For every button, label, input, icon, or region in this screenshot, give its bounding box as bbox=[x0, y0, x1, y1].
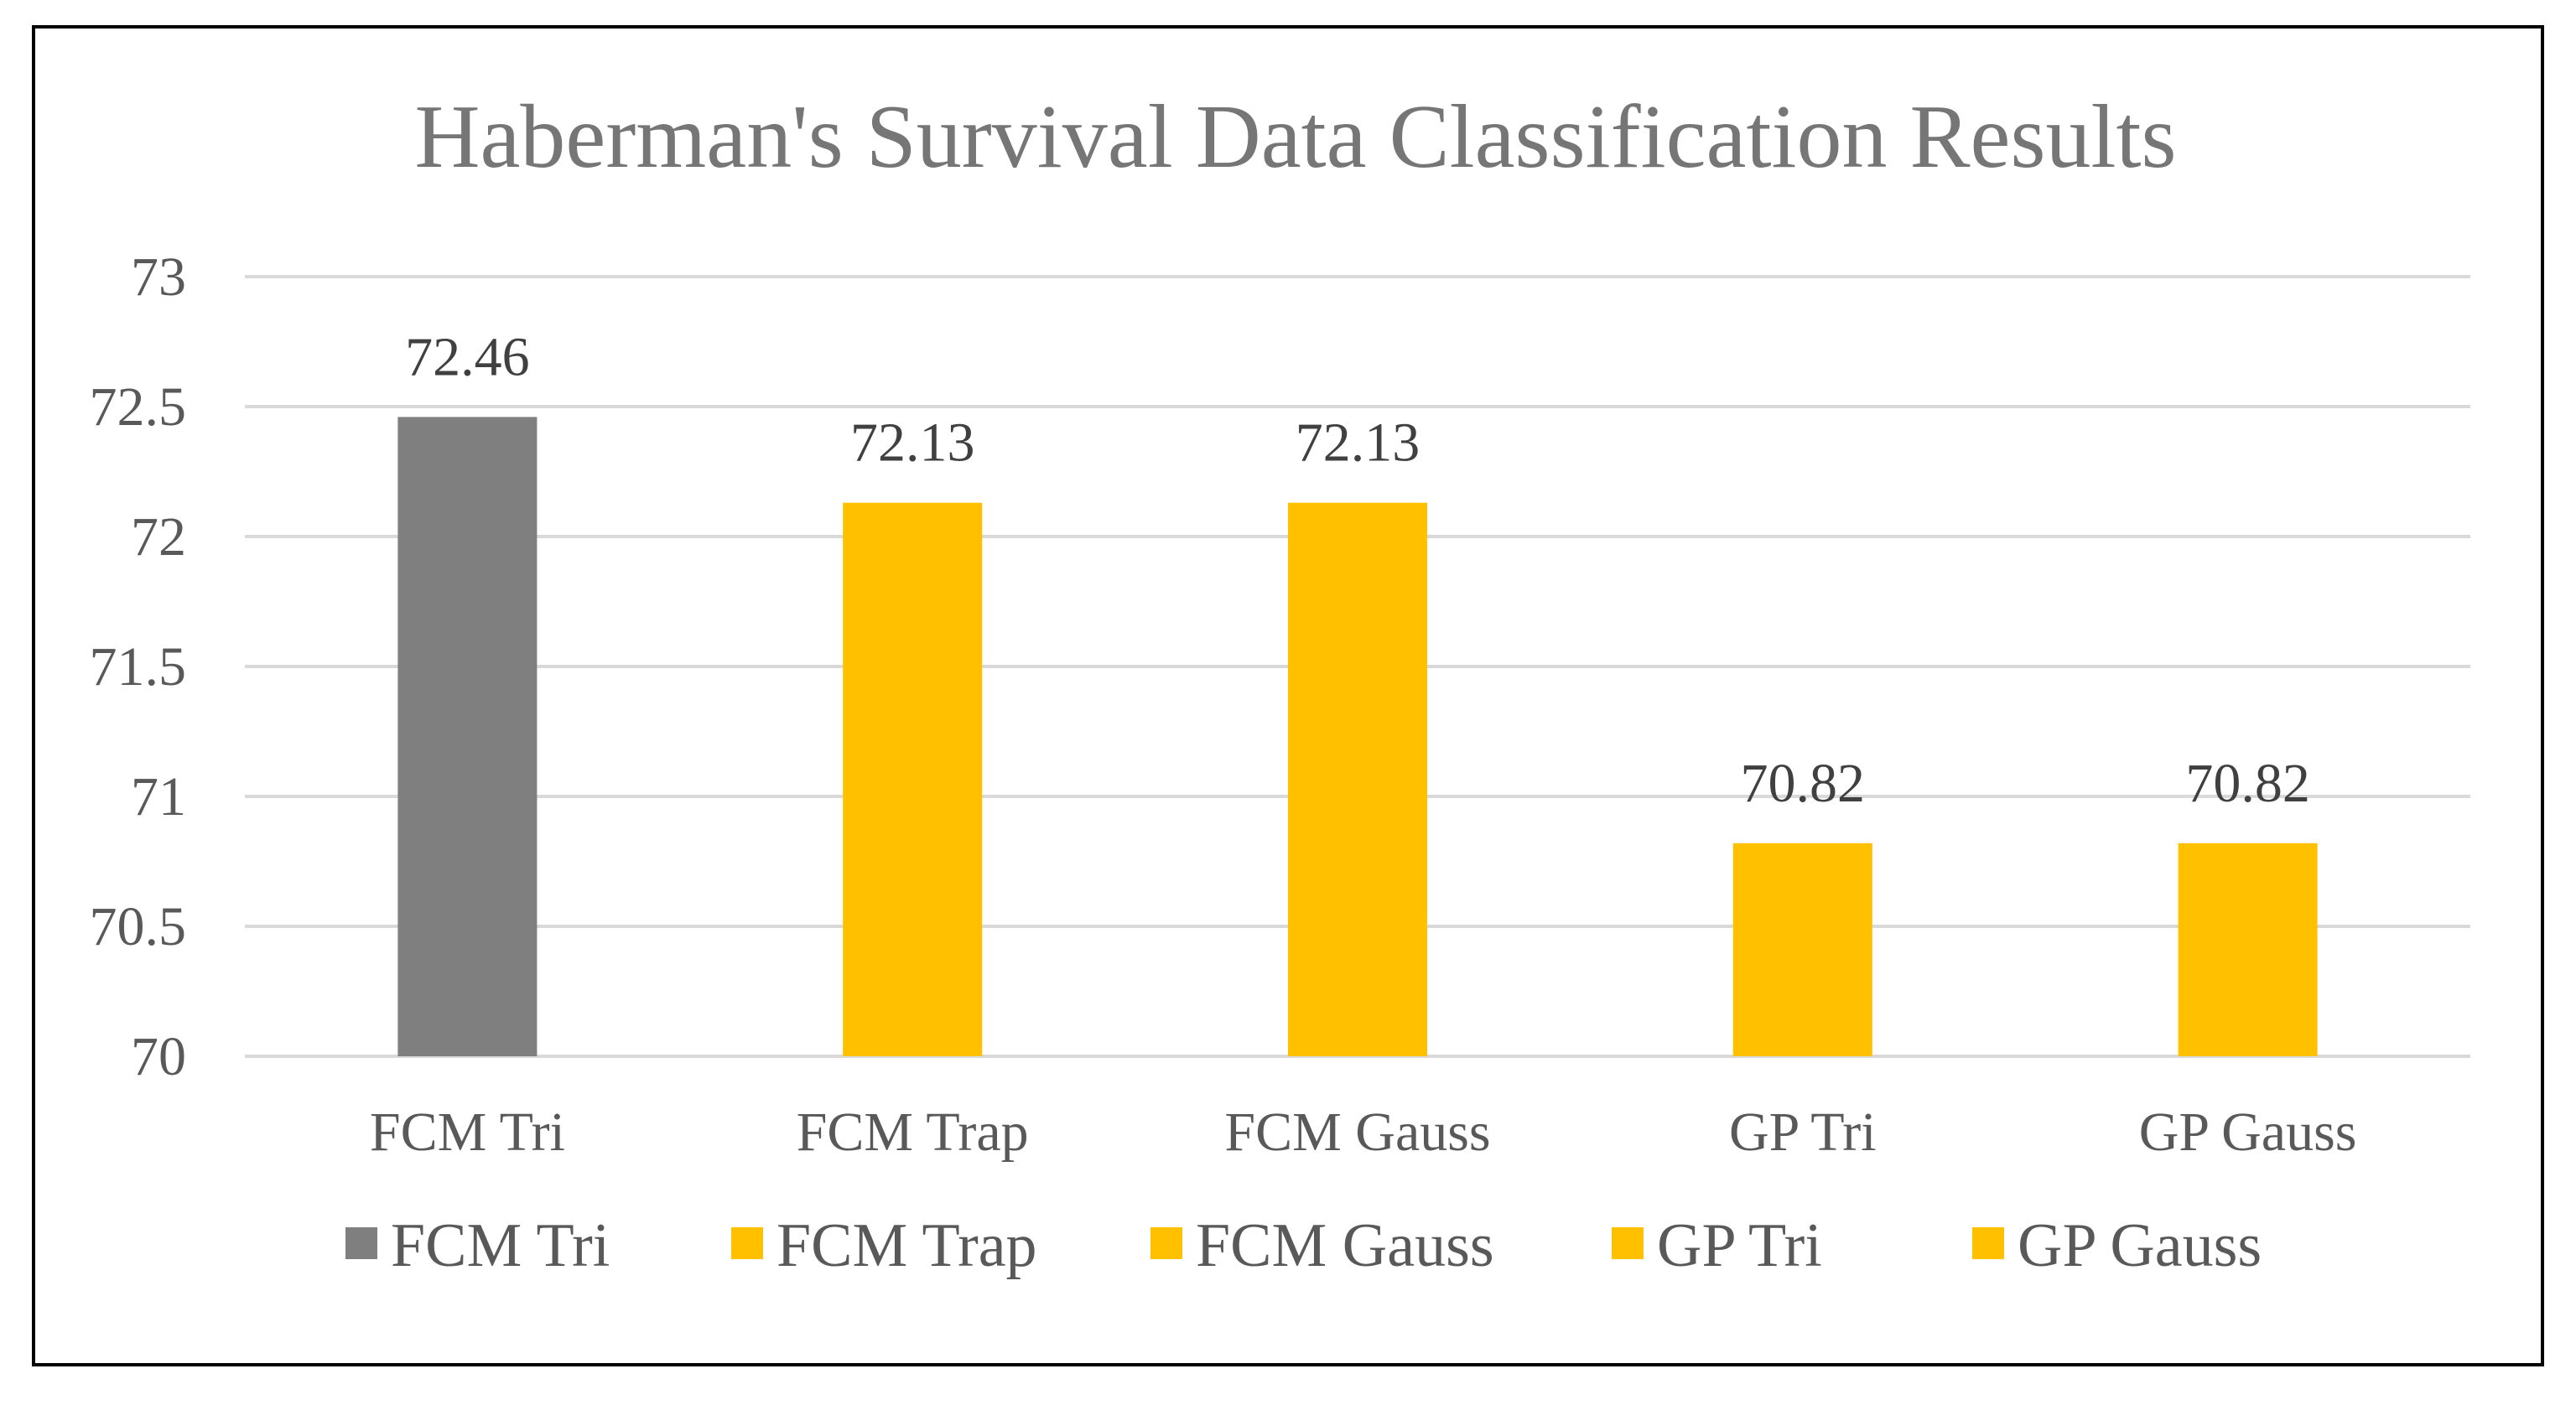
legend-swatch bbox=[1972, 1227, 2004, 1259]
y-axis-ticks: 70 70.5 71 71.5 72 72.5 73 bbox=[90, 246, 187, 1087]
chart-svg: Haberman's Survival Data Classification … bbox=[90, 87, 2470, 1280]
data-label: 72.13 bbox=[850, 412, 975, 474]
chart-title: Haberman's Survival Data Classification … bbox=[414, 87, 2176, 187]
data-label: 72.46 bbox=[405, 326, 530, 387]
chart-frame: Haberman's Survival Data Classification … bbox=[32, 25, 2544, 1366]
y-tick-label: 73 bbox=[131, 246, 186, 308]
legend-swatch bbox=[1612, 1227, 1644, 1259]
x-axis-categories: FCM Tri FCM Trap FCM Gauss GP Tri GP Gauss bbox=[370, 1102, 2357, 1163]
y-tick-label: 72.5 bbox=[90, 376, 187, 438]
legend-swatch bbox=[731, 1227, 763, 1259]
x-tick-label: FCM Gauss bbox=[1224, 1102, 1490, 1163]
legend-label: GP Gauss bbox=[2018, 1211, 2262, 1280]
x-tick-label: GP Gauss bbox=[2139, 1102, 2357, 1163]
data-labels: 72.46 72.13 72.13 70.82 70.82 bbox=[405, 326, 2310, 813]
legend-swatch bbox=[1150, 1227, 1182, 1259]
bar bbox=[2178, 842, 2318, 1056]
y-tick-label: 71 bbox=[131, 766, 186, 827]
data-label: 72.13 bbox=[1296, 412, 1420, 474]
x-tick-label: FCM Tri bbox=[370, 1102, 565, 1163]
legend: FCM Tri FCM Trap FCM Gauss GP Tri GP Gauss bbox=[345, 1211, 2262, 1280]
data-label: 70.82 bbox=[1741, 753, 1866, 814]
legend-label: FCM Gauss bbox=[1196, 1211, 1494, 1280]
bar bbox=[843, 502, 983, 1056]
y-tick-label: 70 bbox=[131, 1026, 186, 1087]
legend-swatch bbox=[345, 1227, 377, 1259]
bar bbox=[1288, 502, 1427, 1056]
bar bbox=[397, 417, 538, 1056]
legend-label: FCM Tri bbox=[391, 1211, 610, 1280]
x-tick-label: GP Tri bbox=[1729, 1102, 1877, 1163]
bar bbox=[1732, 842, 1872, 1056]
legend-label: GP Tri bbox=[1657, 1211, 1822, 1280]
data-label: 70.82 bbox=[2185, 753, 2310, 814]
legend-label: FCM Trap bbox=[776, 1211, 1037, 1280]
y-tick-label: 71.5 bbox=[90, 636, 187, 697]
x-tick-label: FCM Trap bbox=[797, 1102, 1029, 1163]
y-tick-label: 70.5 bbox=[90, 896, 187, 957]
bars bbox=[397, 417, 2318, 1056]
y-tick-label: 72 bbox=[131, 506, 186, 568]
